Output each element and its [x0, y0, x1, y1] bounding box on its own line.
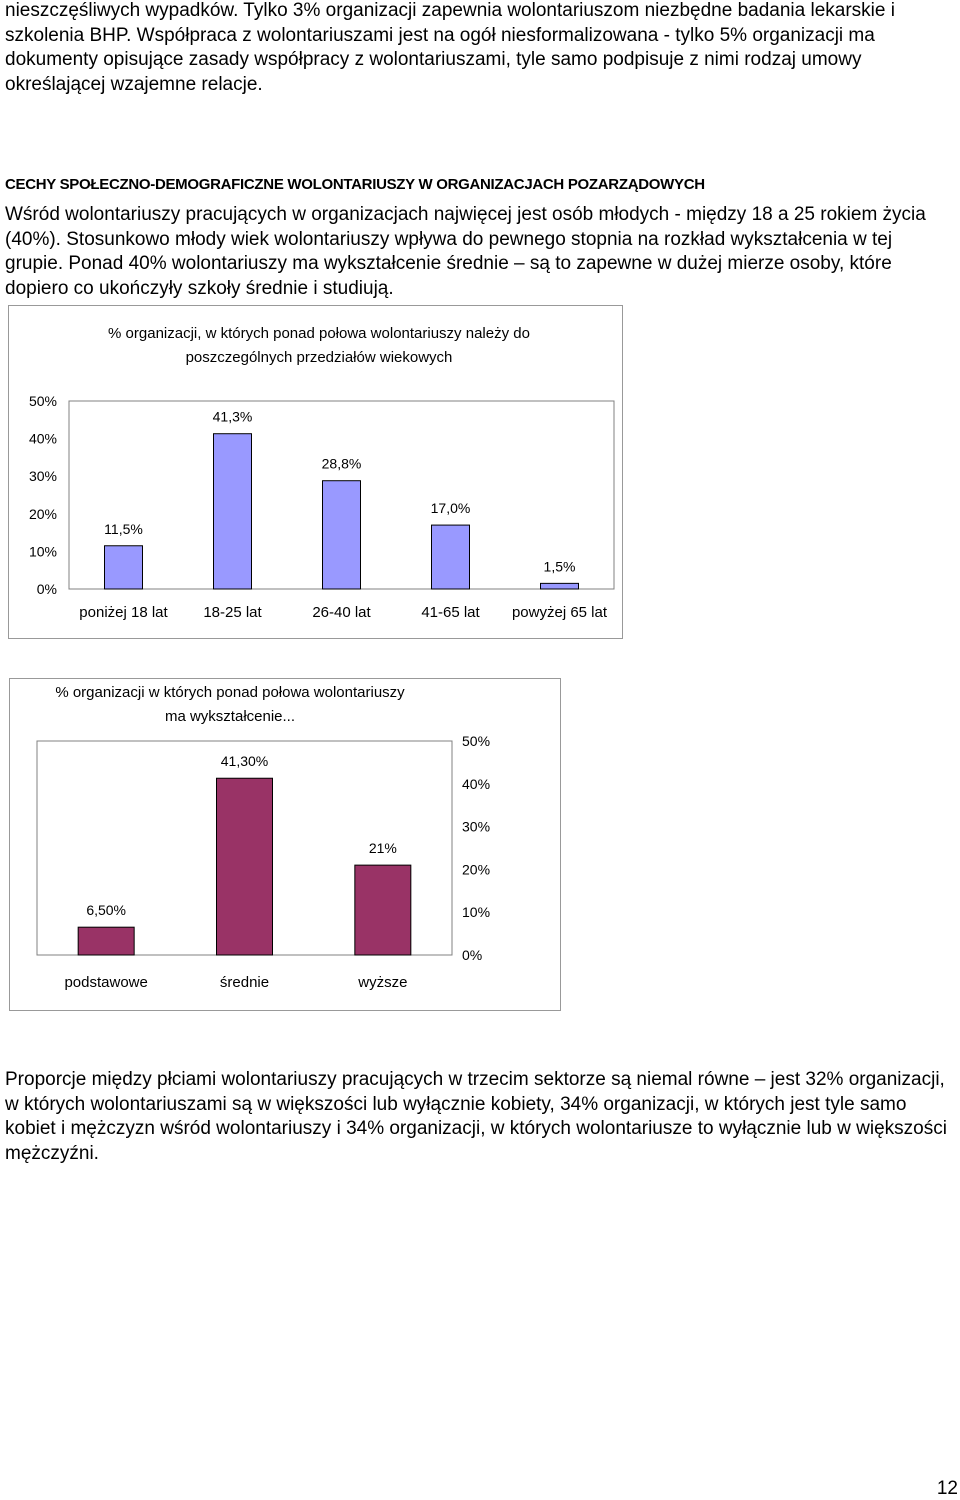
category-label: podstawowe — [64, 974, 147, 991]
category-label: wyższe — [357, 974, 407, 991]
y-tick-label: 30% — [29, 468, 57, 484]
y-tick-label: 50% — [29, 393, 57, 409]
category-label: średnie — [220, 974, 269, 991]
age-chart-plot: 0% 10% 20% 30% 40% 50% 11,5% poniżej 18 lat 41,3… — [29, 393, 615, 621]
y-tick-label: 20% — [29, 506, 57, 522]
category-label: 26-40 lat — [312, 604, 371, 621]
page-number: 12 — [936, 1478, 958, 1499]
bar-value-label: 1,5% — [544, 558, 576, 574]
bar — [540, 582, 579, 590]
y-tick-label: 40% — [462, 776, 490, 792]
y-tick-label: 0% — [462, 947, 482, 963]
y-tick-label: 30% — [462, 819, 490, 835]
paragraph-bottom: Proporcje między płciami wolontariuszy p… — [5, 1069, 947, 1164]
y-tick-label: 20% — [462, 861, 490, 877]
age-chart-title: % organizacji, w których ponad połowa wo… — [108, 325, 530, 366]
bar — [77, 926, 135, 956]
bar-value-label: 21% — [369, 840, 397, 856]
bar-value-label: 28,8% — [322, 456, 362, 472]
education-chart: % organizacji w których ponad połowa wol… — [9, 678, 561, 1011]
bar — [104, 545, 143, 590]
category-label: poniżej 18 lat — [79, 604, 168, 621]
y-tick-label: 0% — [37, 581, 57, 597]
bar-value-label: 17,0% — [431, 500, 471, 516]
bar-value-label: 11,5% — [104, 521, 143, 537]
bar — [354, 864, 412, 956]
bar-value-label: 41,3% — [213, 409, 253, 425]
age-chart: % organizacji, w których ponad połowa wo… — [8, 305, 623, 639]
section-heading: CECHY SPOŁECZNO-DEMOGRAFICZNE WOLONTARIU… — [5, 176, 705, 193]
bar — [322, 480, 361, 590]
bar-value-label: 41,30% — [221, 753, 268, 769]
bar — [213, 433, 252, 590]
y-tick-label: 10% — [29, 543, 57, 559]
paragraph-middle: Wśród wolontariuszy pracujących w organi… — [5, 204, 926, 299]
category-label: 18-25 lat — [203, 604, 262, 621]
y-tick-label: 50% — [462, 733, 490, 749]
bar — [431, 524, 470, 590]
y-tick-label: 40% — [29, 431, 57, 447]
education-chart-title: % organizacji w których ponad połowa wol… — [55, 684, 405, 725]
category-label: 41-65 lat — [421, 604, 480, 621]
y-tick-label: 10% — [462, 904, 490, 920]
education-chart-plot: 0% 10% 20% 30% 40% 50% 6,50% podstawowe 41,30% śr… — [36, 733, 490, 991]
bar-value-label: 6,50% — [86, 902, 126, 918]
bar — [216, 777, 273, 956]
paragraph-top: nieszczęśliwych wypadków. Tylko 3% organ… — [5, 0, 895, 95]
category-label: powyżej 65 lat — [512, 604, 608, 621]
